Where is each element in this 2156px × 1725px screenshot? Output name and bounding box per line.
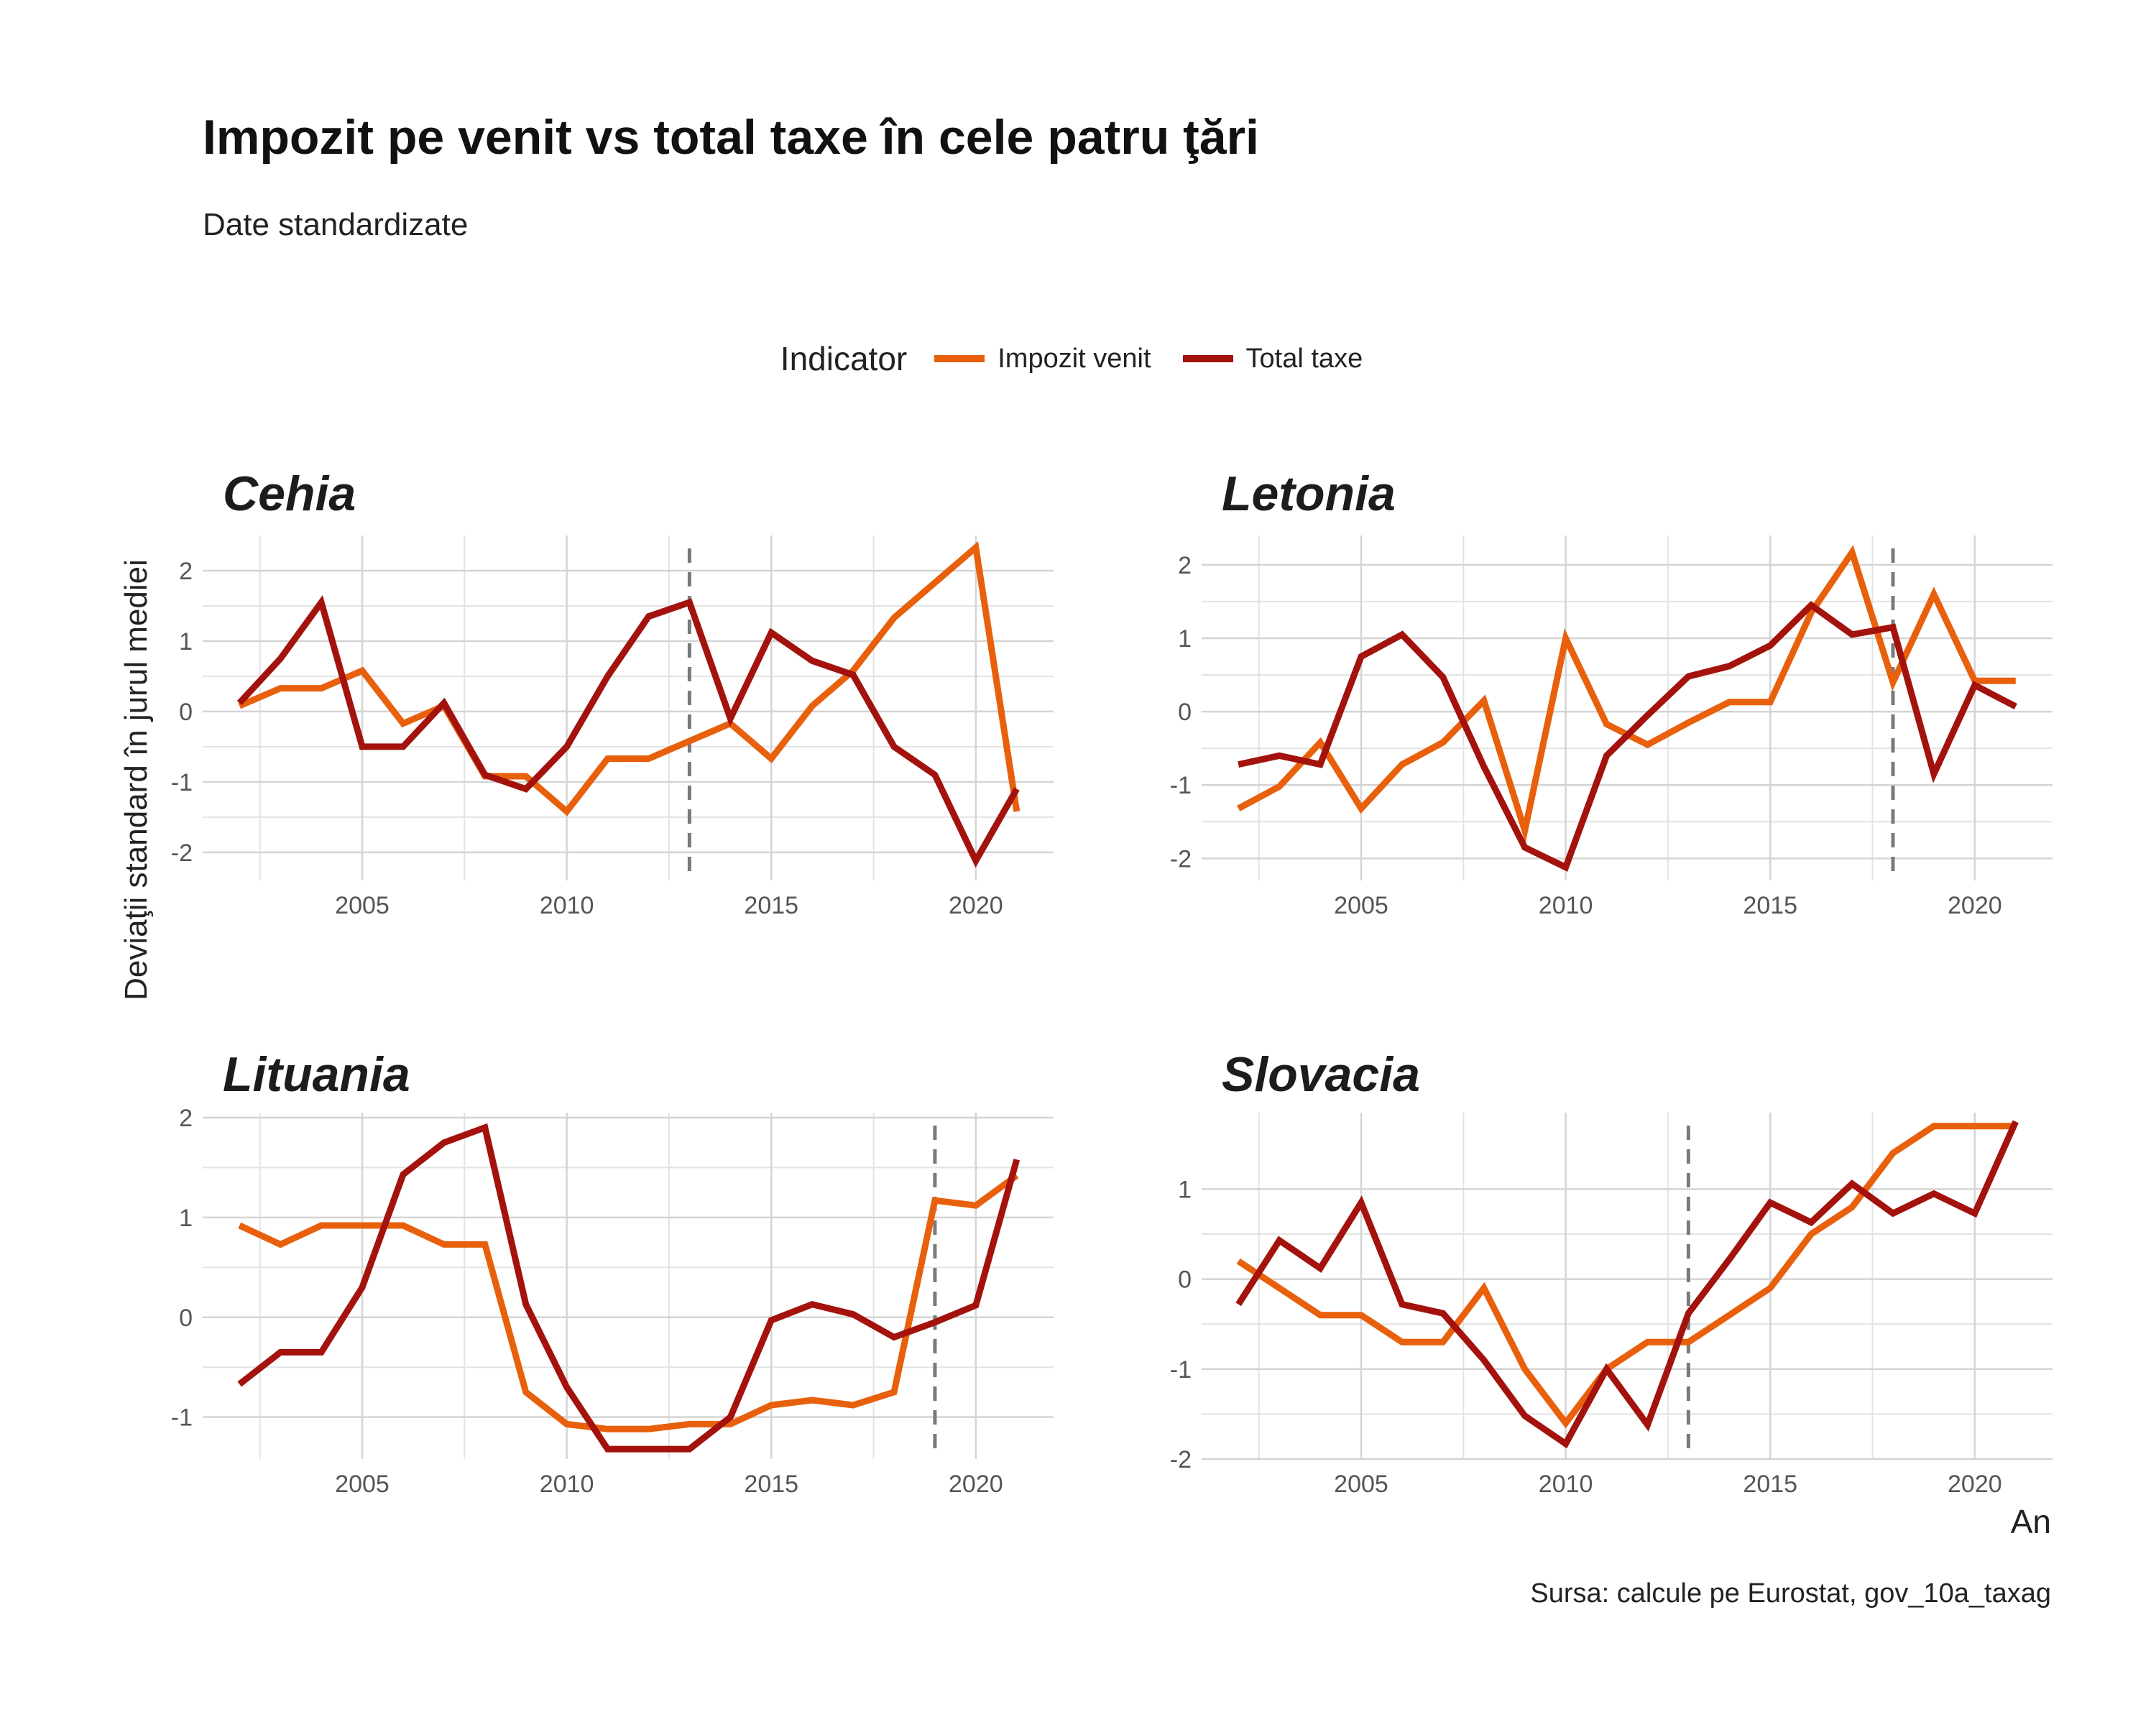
y-tick-label-letonia: -2 <box>1170 845 1192 873</box>
series-line-letonia-impozit-venit <box>1237 545 2016 844</box>
y-tick-label-lituania: 1 <box>179 1205 193 1232</box>
legend: Indicator Impozit venit Total taxe <box>0 334 2156 384</box>
x-tick-label-slovacia: 2010 <box>1539 1471 1593 1498</box>
legend-swatch-impozit-venit <box>934 355 985 362</box>
y-tick-label-slovacia: -2 <box>1170 1446 1192 1473</box>
y-tick-label-lituania: -1 <box>171 1404 193 1432</box>
series-line-slovacia-impozit-venit <box>1236 1123 2016 1429</box>
series-line-slovacia-total-taxe <box>1235 1120 2019 1449</box>
y-tick-label-slovacia: 1 <box>1178 1176 1192 1203</box>
x-axis-label: An <box>2010 1503 2051 1540</box>
legend-label-total-taxe: Total taxe <box>1245 343 1363 374</box>
legend-title: Indicator <box>780 340 908 377</box>
panel-title-lituania: Lituania <box>223 1047 410 1102</box>
x-tick-label-lituania: 2010 <box>540 1471 594 1498</box>
chart-subtitle: Date standardizate <box>203 207 469 242</box>
y-tick-label-letonia: 2 <box>1178 552 1192 579</box>
x-tick-label-slovacia: 2015 <box>1743 1471 1797 1498</box>
x-tick-label-letonia: 2010 <box>1539 892 1593 919</box>
y-tick-label-slovacia: 0 <box>1178 1266 1192 1294</box>
x-tick-label-letonia: 2020 <box>1948 892 2002 919</box>
legend-item-impozit-venit: Impozit venit <box>934 344 1151 374</box>
y-tick-label-letonia: 0 <box>1178 699 1192 726</box>
panel-title-cehia: Cehia <box>223 466 356 521</box>
x-tick-label-letonia: 2005 <box>1334 892 1388 919</box>
series-line-cehia-total-taxe <box>236 594 1020 868</box>
source-caption: Sursa: calcule pe Eurostat, gov_10a_taxa… <box>1530 1578 2051 1609</box>
chart-title: Impozit pe venit vs total taxe în cele p… <box>203 110 1259 165</box>
x-tick-label-slovacia: 2020 <box>1948 1471 2002 1498</box>
x-tick-label-slovacia: 2005 <box>1334 1471 1388 1498</box>
legend-item-total-taxe: Total taxe <box>1182 343 1363 374</box>
x-tick-label-lituania: 2005 <box>335 1471 390 1498</box>
y-tick-label-cehia: 0 <box>179 699 193 726</box>
x-tick-label-lituania: 2020 <box>949 1471 1003 1498</box>
x-tick-label-letonia: 2015 <box>1743 892 1797 919</box>
y-tick-label-cehia: -1 <box>171 769 193 796</box>
y-tick-label-cehia: 2 <box>179 558 193 585</box>
series-line-cehia-impozit-venit <box>238 541 1021 816</box>
series-line-lituania-total-taxe <box>237 1123 1021 1453</box>
y-tick-label-cehia: 1 <box>179 628 193 656</box>
legend-label-impozit-venit: Impozit venit <box>998 343 1151 374</box>
series-line-lituania-impozit-venit <box>238 1172 1019 1432</box>
series-line-letonia-total-taxe <box>1238 601 2017 872</box>
y-tick-label-letonia: -1 <box>1170 772 1192 799</box>
y-tick-label-slovacia: -1 <box>1170 1356 1192 1384</box>
x-tick-label-cehia: 2020 <box>949 892 1003 919</box>
y-tick-label-letonia: 1 <box>1178 625 1192 653</box>
y-tick-label-lituania: 2 <box>179 1105 193 1132</box>
x-tick-label-lituania: 2015 <box>744 1471 798 1498</box>
y-tick-label-lituania: 0 <box>179 1305 193 1332</box>
legend-swatch-total-taxe <box>1182 355 1233 362</box>
panel-title-slovacia: Slovacia <box>1222 1047 1420 1102</box>
panel-title-letonia: Letonia <box>1222 466 1396 521</box>
x-tick-label-cehia: 2005 <box>335 892 390 919</box>
x-tick-label-cehia: 2010 <box>540 892 594 919</box>
x-tick-label-cehia: 2015 <box>744 892 798 919</box>
y-tick-label-cehia: -2 <box>171 840 193 867</box>
